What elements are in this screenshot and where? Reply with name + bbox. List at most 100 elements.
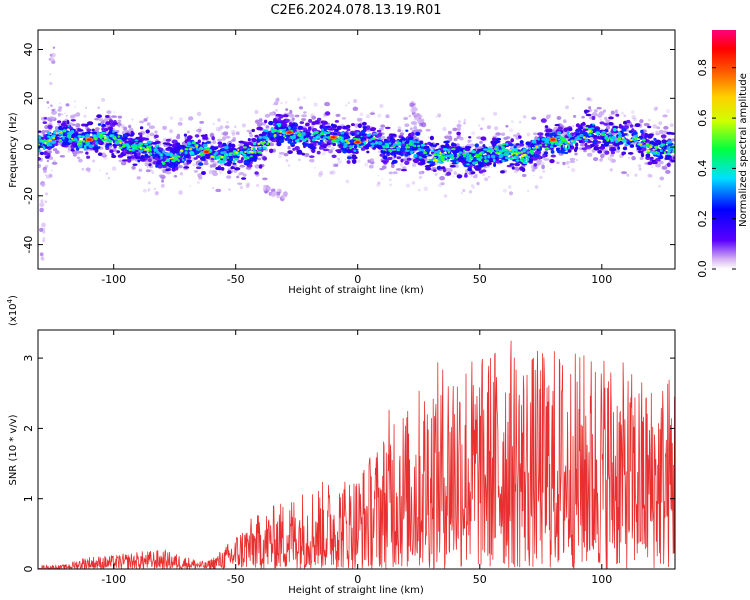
spectrogram-cell (85, 167, 91, 172)
spectrogram-cell (655, 132, 660, 136)
spectrogram-cell (183, 133, 187, 137)
spectrogram-cell (400, 145, 406, 148)
spectrogram-cell (461, 146, 466, 149)
spectrogram-cell (162, 150, 166, 154)
spectrogram-cell (429, 163, 434, 167)
spectrogram-cell (282, 114, 289, 118)
spectrogram-cell (651, 161, 658, 165)
spectrogram-cell (258, 164, 263, 169)
spectrogram-cell (356, 117, 363, 122)
spectrogram-cell (466, 143, 471, 147)
spectrogram-cell (273, 129, 278, 132)
spectrogram-cell (315, 135, 321, 139)
spectrogram-cell (666, 152, 671, 155)
spectrogram-cell (593, 109, 598, 113)
spectrogram-cell (269, 111, 275, 116)
spectrogram-speckle (179, 172, 184, 176)
spectrogram-cell (665, 154, 671, 160)
spectrogram-cell (478, 152, 483, 156)
spectrogram-cell (556, 150, 562, 154)
spectrogram-cell (327, 144, 332, 148)
spectrogram-cell (360, 135, 363, 138)
spectrogram-cell (263, 141, 266, 144)
spectrogram-cell (184, 148, 189, 151)
spectrogram-speckle (178, 190, 183, 195)
spectrogram-cell (171, 156, 174, 159)
spectrogram-speckle (58, 102, 61, 105)
spectrogram-cell (539, 144, 543, 147)
spectrogram-cell (544, 125, 549, 129)
spectrogram-cell (465, 152, 469, 156)
spectrogram-speckle (665, 109, 671, 114)
snr-panel: -100 -50 0 50 100 0 1 2 3 Height of straight lin… (6, 295, 676, 596)
spectrogram-speckle (146, 135, 150, 139)
spectrogram-cell (143, 137, 150, 141)
spectrogram-cell (251, 128, 255, 133)
spectrogram-cell (314, 120, 320, 125)
spectrogram-cell (495, 132, 501, 136)
spectrogram-cell (317, 141, 322, 145)
spectrogram-cell (298, 150, 302, 154)
spectrogram-cell (536, 148, 540, 152)
spectrogram-cell (440, 182, 445, 186)
spectrogram-cell (606, 125, 610, 130)
spectrogram-speckle (376, 183, 381, 188)
spectrogram-cell (139, 144, 143, 147)
spectrogram-cell (638, 135, 643, 139)
spectrogram-cell (280, 122, 286, 127)
spectrogram-cell (544, 132, 550, 136)
spectrogram-speckle (85, 106, 88, 109)
spectrogram-cell (135, 148, 139, 150)
spectrogram-cell (639, 119, 644, 124)
spectrogram-cell (521, 174, 527, 177)
spectrogram-cell (212, 173, 218, 177)
colorbar: 0.0 0.2 0.4 0.6 0.8 Normalized spectral ampl… (696, 30, 749, 278)
spectrogram-cell (621, 136, 625, 139)
spectrogram-speckle (169, 129, 174, 134)
spectrogram-cell (603, 122, 608, 126)
spectrogram-feature (42, 166, 47, 172)
spectrogram-speckle (623, 114, 627, 118)
spectrogram-cell (254, 171, 259, 175)
spectrogram-feature (41, 182, 46, 187)
spectrogram-cell (621, 128, 627, 132)
spectrogram-cell (136, 176, 141, 180)
spectrogram-cell (347, 138, 350, 142)
spectrogram-cell (396, 142, 401, 145)
spectrogram-cell (215, 188, 222, 193)
spectrogram-cell (483, 148, 488, 151)
spectrogram-cell (501, 148, 506, 152)
spectrogram-cell (524, 156, 527, 159)
spectrogram-cell (513, 148, 518, 152)
spectrogram-cell (66, 120, 70, 125)
spectrogram-cell (192, 146, 196, 149)
spectrogram-cell (465, 146, 472, 149)
spectrogram-cell (452, 127, 458, 132)
spectrogram-cell (228, 152, 233, 155)
spectrogram-cell (71, 139, 76, 142)
spectrogram-speckle (443, 194, 448, 198)
spectrogram-cell (38, 137, 41, 140)
spectrogram-speckle (651, 166, 654, 169)
spectrogram-cell (197, 139, 201, 144)
spectrogram-cell (127, 146, 131, 149)
spectrogram-cell (265, 125, 270, 129)
snr-frame (37, 329, 676, 570)
spectrogram-hotspot-core (355, 141, 360, 144)
spectrogram-cell (599, 158, 603, 161)
spectrogram-cell (404, 154, 409, 157)
spectrogram-cell (645, 153, 651, 158)
spectrogram-cell (366, 133, 371, 137)
spectrogram-cell (490, 140, 496, 145)
spectrogram-cell (288, 126, 291, 130)
spectrogram-cell (441, 166, 446, 170)
spectrogram-feature (414, 115, 420, 121)
spectrogram-cell (609, 138, 613, 141)
spectrogram-cell (350, 142, 356, 146)
spectrogram-cell (410, 132, 415, 136)
spectrogram-cell (359, 136, 364, 140)
spectrogram-cell (71, 123, 76, 126)
spectrogram-speckle (179, 117, 183, 122)
spectrogram-cell (610, 150, 616, 155)
spectrogram-cell (194, 134, 200, 138)
